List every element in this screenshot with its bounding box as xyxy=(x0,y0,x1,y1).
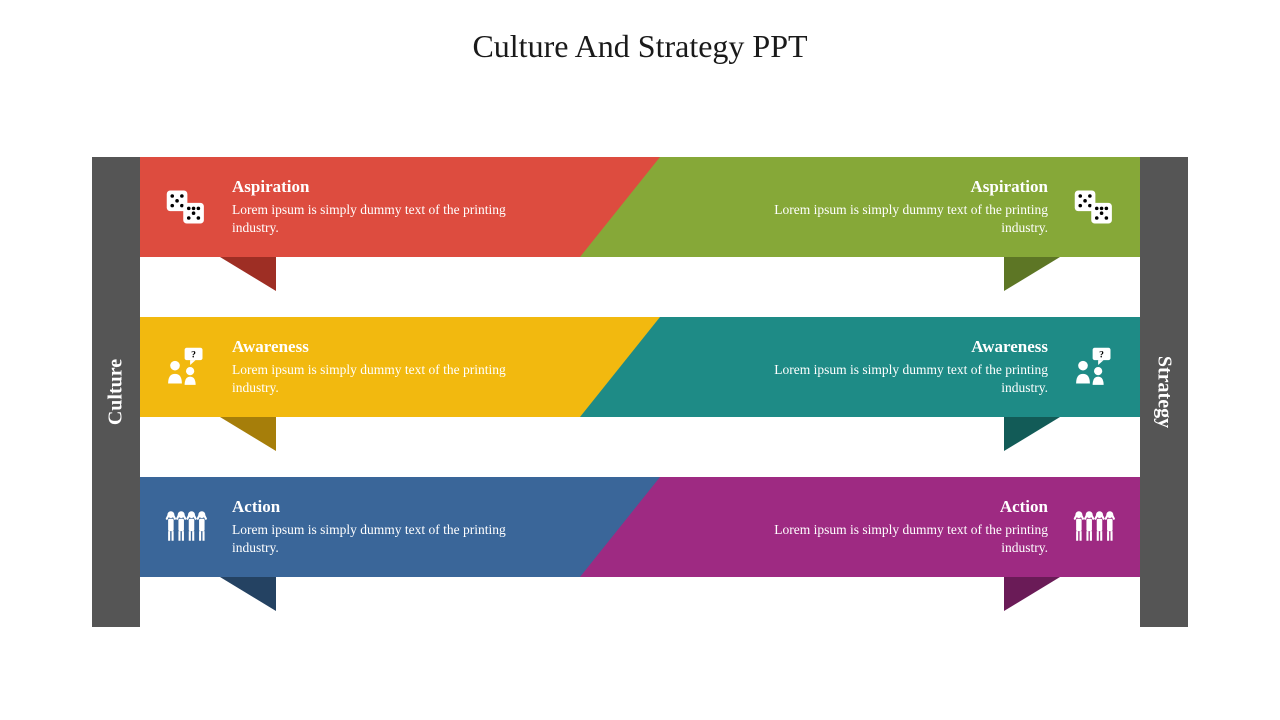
heading-right-2: Action xyxy=(748,497,1048,517)
body-left-0: Lorem ipsum is simply dummy text of the … xyxy=(232,201,532,237)
diagram-frame: Culture Strategy Aspiration Lorem ipsum … xyxy=(92,157,1188,657)
side-label-strategy: Strategy xyxy=(1153,356,1176,428)
fold-right-0 xyxy=(1004,257,1060,291)
body-left-1: Lorem ipsum is simply dummy text of the … xyxy=(232,361,532,397)
banner-right-1: Awareness Lorem ipsum is simply dummy te… xyxy=(580,317,1140,417)
row-0: Aspiration Lorem ipsum is simply dummy t… xyxy=(140,157,1140,257)
body-left-2: Lorem ipsum is simply dummy text of the … xyxy=(232,521,532,557)
banner-right-2: Action Lorem ipsum is simply dummy text … xyxy=(580,477,1140,577)
heading-left-1: Awareness xyxy=(232,337,532,357)
row-2: Action Lorem ipsum is simply dummy text … xyxy=(140,477,1140,577)
side-column-left: Culture xyxy=(92,157,140,627)
slide-title: Culture And Strategy PPT xyxy=(0,28,1280,65)
heading-right-1: Awareness xyxy=(748,337,1048,357)
body-right-2: Lorem ipsum is simply dummy text of the … xyxy=(748,521,1048,557)
fold-left-0 xyxy=(220,257,276,291)
heading-left-2: Action xyxy=(232,497,532,517)
row-1: Awareness Lorem ipsum is simply dummy te… xyxy=(140,317,1140,417)
people-icon xyxy=(162,503,210,551)
chat-icon xyxy=(1070,343,1118,391)
fold-left-1 xyxy=(220,417,276,451)
body-right-1: Lorem ipsum is simply dummy text of the … xyxy=(748,361,1048,397)
heading-left-0: Aspiration xyxy=(232,177,532,197)
people-icon xyxy=(1070,503,1118,551)
side-label-culture: Culture xyxy=(105,359,128,425)
fold-left-2 xyxy=(220,577,276,611)
dice-icon xyxy=(1070,183,1118,231)
slide: Culture And Strategy PPT Culture Strateg… xyxy=(0,0,1280,720)
fold-right-1 xyxy=(1004,417,1060,451)
banner-right-0: Aspiration Lorem ipsum is simply dummy t… xyxy=(580,157,1140,257)
chat-icon xyxy=(162,343,210,391)
body-right-0: Lorem ipsum is simply dummy text of the … xyxy=(748,201,1048,237)
heading-right-0: Aspiration xyxy=(748,177,1048,197)
dice-icon xyxy=(162,183,210,231)
fold-right-2 xyxy=(1004,577,1060,611)
side-column-right: Strategy xyxy=(1140,157,1188,627)
